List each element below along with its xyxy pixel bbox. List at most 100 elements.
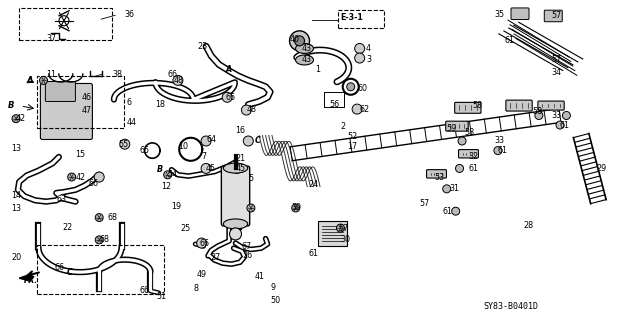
Text: 17: 17 [347, 142, 357, 151]
Text: C: C [255, 137, 260, 145]
Text: 45: 45 [206, 164, 216, 173]
Text: 8: 8 [193, 284, 198, 293]
Text: 6: 6 [127, 98, 132, 107]
Circle shape [120, 139, 130, 149]
Circle shape [196, 238, 207, 248]
Circle shape [173, 75, 183, 85]
Text: 64: 64 [206, 135, 216, 144]
Circle shape [347, 83, 355, 91]
Text: 21: 21 [236, 154, 246, 163]
Text: 9: 9 [270, 283, 275, 292]
FancyBboxPatch shape [544, 10, 563, 22]
Circle shape [452, 207, 460, 215]
Text: 66: 66 [225, 93, 236, 102]
Text: 28: 28 [524, 221, 534, 230]
Text: 48: 48 [246, 105, 257, 114]
Circle shape [95, 213, 103, 222]
Circle shape [292, 204, 300, 212]
Text: 13: 13 [12, 204, 22, 213]
Text: 27: 27 [210, 253, 220, 262]
Text: FR.: FR. [24, 276, 38, 285]
FancyBboxPatch shape [511, 8, 529, 19]
Circle shape [352, 104, 362, 114]
Circle shape [355, 53, 365, 63]
Text: 57: 57 [552, 56, 562, 64]
Text: 48: 48 [174, 76, 184, 85]
Text: 63: 63 [56, 195, 67, 204]
Text: 65: 65 [140, 146, 150, 155]
Ellipse shape [223, 163, 248, 173]
Circle shape [201, 136, 211, 146]
FancyBboxPatch shape [45, 81, 76, 101]
Text: 11: 11 [46, 70, 56, 78]
FancyBboxPatch shape [317, 221, 347, 246]
Text: 39: 39 [291, 204, 301, 212]
Circle shape [535, 111, 543, 120]
Text: SY83-B0401D: SY83-B0401D [483, 302, 538, 311]
Circle shape [337, 224, 344, 232]
FancyBboxPatch shape [40, 84, 92, 139]
Text: 7: 7 [202, 152, 207, 161]
Ellipse shape [223, 219, 248, 229]
Text: 38: 38 [112, 70, 122, 78]
Circle shape [243, 136, 253, 146]
FancyBboxPatch shape [458, 150, 479, 158]
Text: 58: 58 [532, 107, 543, 115]
Text: 66: 66 [54, 263, 65, 272]
FancyBboxPatch shape [454, 102, 481, 113]
Text: 1: 1 [315, 65, 320, 74]
Text: 33: 33 [552, 111, 562, 120]
Text: 23: 23 [197, 42, 207, 51]
Text: 22: 22 [63, 223, 73, 232]
Text: 58: 58 [472, 101, 483, 110]
Text: 26: 26 [242, 251, 252, 260]
Text: 57: 57 [419, 199, 429, 208]
Text: 58: 58 [464, 128, 474, 137]
Text: 35: 35 [494, 10, 504, 19]
Circle shape [563, 111, 570, 120]
Circle shape [443, 185, 451, 193]
Text: 60: 60 [357, 84, 367, 93]
Text: 42: 42 [16, 114, 26, 123]
Text: A: A [27, 76, 33, 85]
Text: 44: 44 [127, 118, 137, 127]
FancyBboxPatch shape [426, 170, 447, 178]
FancyBboxPatch shape [506, 100, 532, 111]
Text: 49: 49 [197, 271, 207, 279]
Text: 54: 54 [168, 170, 178, 179]
Text: 32: 32 [468, 152, 479, 161]
Text: 10: 10 [178, 142, 188, 151]
Text: 16: 16 [236, 126, 246, 135]
Circle shape [222, 92, 232, 102]
Text: 61: 61 [504, 36, 515, 45]
Text: 12: 12 [161, 182, 172, 191]
FancyBboxPatch shape [445, 121, 468, 131]
Text: 56: 56 [330, 100, 340, 109]
Text: 30: 30 [340, 235, 351, 244]
Text: 68: 68 [108, 213, 118, 222]
Text: 43: 43 [302, 44, 312, 53]
Circle shape [289, 31, 310, 51]
Circle shape [232, 163, 242, 174]
Text: 42: 42 [76, 173, 86, 182]
Text: 14: 14 [12, 191, 22, 200]
Text: 50: 50 [270, 296, 280, 305]
Circle shape [458, 137, 466, 145]
Text: 61: 61 [468, 164, 479, 173]
Text: 3: 3 [366, 56, 371, 64]
Text: 5: 5 [248, 174, 253, 182]
Text: 29: 29 [596, 164, 607, 173]
Text: 61: 61 [498, 146, 508, 155]
Circle shape [40, 76, 47, 85]
Text: B: B [8, 101, 14, 110]
Text: 4: 4 [366, 44, 371, 53]
Circle shape [201, 163, 211, 174]
Circle shape [247, 204, 255, 212]
Text: A: A [225, 65, 232, 74]
Text: 43: 43 [302, 56, 312, 64]
Text: 20: 20 [12, 253, 22, 262]
Text: 68: 68 [99, 235, 109, 244]
Circle shape [494, 146, 502, 155]
Text: 61: 61 [443, 207, 453, 216]
Circle shape [94, 172, 104, 182]
